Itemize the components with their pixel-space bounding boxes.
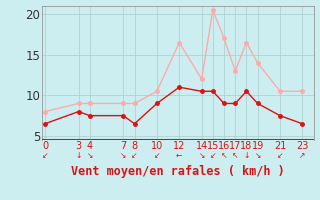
Text: ↘: ↘: [86, 151, 93, 160]
Text: ↘: ↘: [198, 151, 205, 160]
X-axis label: Vent moyen/en rafales ( km/h ): Vent moyen/en rafales ( km/h ): [71, 165, 284, 178]
Text: ↙: ↙: [210, 151, 216, 160]
Text: ←: ←: [176, 151, 182, 160]
Text: ↘: ↘: [254, 151, 261, 160]
Text: ↓: ↓: [75, 151, 82, 160]
Text: ↘: ↘: [120, 151, 126, 160]
Text: ↗: ↗: [299, 151, 306, 160]
Text: ↙: ↙: [154, 151, 160, 160]
Text: ↖: ↖: [221, 151, 227, 160]
Text: ↙: ↙: [131, 151, 138, 160]
Text: ↙: ↙: [277, 151, 283, 160]
Text: ↖: ↖: [232, 151, 238, 160]
Text: ↙: ↙: [42, 151, 48, 160]
Text: ↓: ↓: [243, 151, 250, 160]
